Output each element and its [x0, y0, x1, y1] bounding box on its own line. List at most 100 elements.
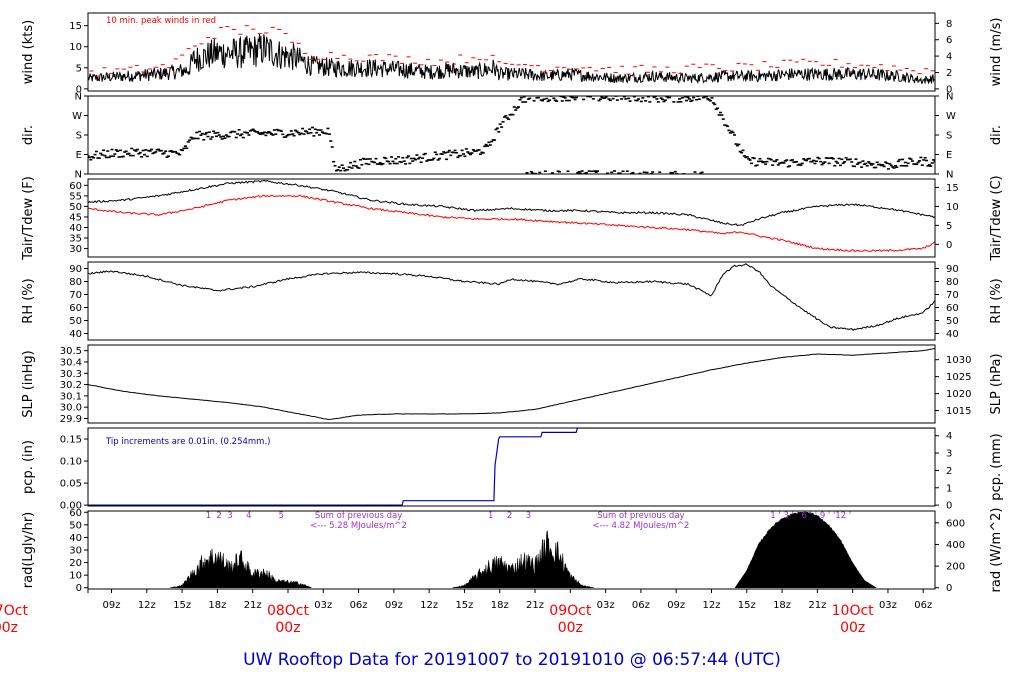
x-tick-label: 09z	[103, 600, 121, 611]
right-tick-label: 10	[946, 202, 959, 213]
right-tick-label: 1025	[946, 372, 971, 383]
x-tick-label: 21z	[526, 600, 544, 611]
pcp-annotation: Tip increments are 0.01in. (0.254mm.)	[105, 437, 270, 447]
x-tick-label: 09z	[667, 600, 685, 611]
rad-day-1-area	[170, 548, 312, 588]
left-tick-label: 60	[69, 508, 82, 519]
x-date-time-label: 00z	[840, 620, 865, 636]
x-tick-label: 15z	[455, 600, 473, 611]
right-tick-label: 0	[946, 84, 952, 95]
left-axis-title: pcp. (in)	[21, 440, 36, 494]
x-tick-label: 06z	[914, 600, 932, 611]
left-tick-label: 35	[69, 234, 82, 245]
left-tick-label: 29.9	[60, 414, 82, 425]
left-tick-label: 0	[76, 84, 82, 95]
x-tick-label: 03z	[314, 600, 332, 611]
left-axis-title: wind (kts)	[21, 20, 36, 84]
x-tick-label: 15z	[173, 600, 191, 611]
left-tick-label: 60	[69, 303, 82, 314]
wind-series-line	[88, 33, 935, 84]
left-tick-label: 15	[69, 21, 82, 32]
rad-sum-day2-value: <--- 4.82 MJoules/m^2	[593, 521, 690, 531]
right-tick-label: 4	[946, 431, 952, 442]
left-axis-title: SLP (inHg)	[21, 350, 36, 418]
left-axis-title: Tair/Tdew (F)	[21, 176, 36, 261]
left-axis-title: rad(Lgly/hr)	[21, 512, 36, 588]
x-date-time-label: 00z	[558, 620, 583, 636]
x-tick-label: 21z	[244, 600, 262, 611]
tdew-series-line	[88, 194, 935, 252]
plot-area-wind	[88, 25, 935, 84]
right-tick-label: N	[946, 92, 953, 103]
left-tick-label: S	[76, 131, 82, 142]
right-tick-label: W	[946, 111, 956, 122]
panel-frame	[87, 261, 936, 341]
right-tick-label: 200	[946, 562, 965, 573]
right-axis-title: wind (m/s)	[989, 18, 1004, 87]
x-tick-label: 18z	[491, 600, 509, 611]
left-tick-label: 40	[69, 329, 82, 340]
rad-day-3-area	[734, 511, 878, 588]
left-tick-label: 30.3	[60, 369, 82, 380]
right-tick-label: 70	[946, 290, 959, 301]
left-tick-label: 5	[76, 63, 82, 74]
left-tick-label: 80	[69, 277, 82, 288]
left-tick-label: 55	[69, 191, 82, 202]
right-tick-label: 1020	[946, 389, 971, 400]
left-tick-label: N	[75, 170, 82, 181]
right-tick-label: 1	[946, 483, 952, 494]
right-tick-label: 1030	[946, 355, 971, 366]
left-axis-title: dir.	[21, 125, 36, 145]
rad-sum-day1-value: <--- 5.28 MJoules/m^2	[310, 521, 407, 531]
x-tick-label: 12z	[702, 600, 720, 611]
left-tick-label: 30	[69, 244, 82, 255]
x-tick-label: 12z	[420, 600, 438, 611]
left-tick-label: 30.5	[60, 346, 82, 357]
left-tick-label: 30.2	[60, 380, 82, 391]
right-tick-label: E	[946, 150, 952, 161]
left-tick-label: 0.05	[60, 479, 82, 490]
x-tick-label: 03z	[597, 600, 615, 611]
x-axis: 09z 12z 15z 18z 21z 03z 06z 09z 12z 15z 18z 21z 03z 0…	[0, 589, 932, 636]
left-tick-label: 30.0	[60, 403, 82, 414]
right-tick-label: 0	[946, 501, 952, 512]
right-tick-label: 6	[946, 35, 952, 46]
right-tick-label: S	[946, 131, 952, 142]
right-tick-label: 15	[946, 183, 959, 194]
panel-slp: 29.930.030.130.230.330.430.5 1015 1020 1025…	[21, 344, 1004, 425]
left-tick-label: 0	[76, 583, 82, 594]
left-tick-label: N	[75, 92, 82, 103]
right-tick-label: 5	[946, 221, 952, 232]
x-date-label: 08Oct	[267, 603, 310, 619]
right-tick-label: 80	[946, 277, 959, 288]
left-tick-label: 45	[69, 212, 82, 223]
right-axis-title: dir.	[989, 125, 1004, 145]
left-tick-label: 50	[69, 520, 82, 531]
x-tick-label: 15z	[738, 600, 756, 611]
x-tick-label: 09z	[385, 600, 403, 611]
right-axis-title: SLP (hPa)	[989, 353, 1004, 414]
right-axis-title: pcp. (mm)	[989, 433, 1004, 500]
left-tick-label: 30.4	[60, 357, 82, 368]
x-date-time-label: 00z	[275, 620, 300, 636]
plot-area-slp	[88, 347, 935, 420]
left-tick-label: 0.15	[60, 435, 82, 446]
right-tick-label: 0	[946, 583, 952, 594]
x-tick-label: 03z	[879, 600, 897, 611]
plot-area-rad	[170, 511, 878, 588]
right-tick-label: 8	[946, 19, 952, 30]
page-title: UW Rooftop Data for 20191007 to 20191010…	[243, 650, 781, 670]
left-tick-label: 0.10	[60, 457, 82, 468]
right-tick-label: 4	[946, 52, 952, 63]
x-tick-label: 06z	[350, 600, 368, 611]
right-tick-label: 40	[946, 329, 959, 340]
right-tick-label: 600	[946, 518, 965, 529]
right-tick-label: 3	[946, 449, 952, 460]
right-tick-label: 60	[946, 303, 959, 314]
pcp-series-line	[88, 428, 935, 506]
left-tick-label: 50	[69, 202, 82, 213]
rh-series-line	[88, 263, 935, 331]
